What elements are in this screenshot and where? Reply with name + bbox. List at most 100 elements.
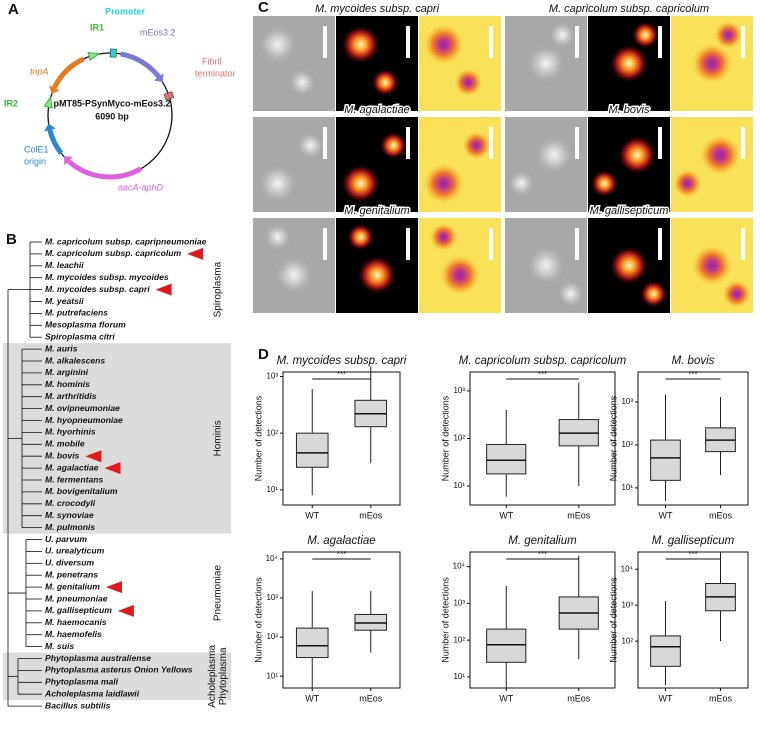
species-name: M. suis (45, 641, 74, 651)
voronoi-image-spot (722, 280, 751, 308)
species-name: Phytoplasma australiense (45, 653, 151, 663)
species-title: M. bovis (609, 104, 650, 116)
y-tick-label: 10¹ (266, 485, 278, 494)
gray-image-spot (257, 163, 298, 204)
y-tick-label: 10² (453, 434, 465, 443)
species-name: M. hyopneumoniae (45, 415, 123, 425)
species-name: U. urealyticum (45, 546, 105, 556)
gray-image-spot (296, 131, 325, 160)
ir1-mark (87, 51, 101, 62)
x-tick-label: mEos (567, 510, 591, 520)
plot-title: M. gallisepticum (652, 535, 735, 547)
box (650, 439, 681, 481)
y-axis-label: Number of detections (608, 395, 618, 481)
species-name: M. mobile (45, 439, 85, 449)
ir2-mark (43, 95, 53, 109)
plot-title: M. bovis (672, 355, 715, 367)
localization-image-spot (631, 21, 660, 49)
y-axis-label: Number of detections (253, 395, 263, 481)
plasmid-name: pMT85-PSynMyco-mEos3.2 (53, 98, 170, 108)
terminator-mark (163, 91, 175, 101)
plot-frame (637, 551, 749, 689)
scale-bar (489, 26, 493, 58)
scale-bar (658, 127, 662, 159)
species-title: M. agalactiae (344, 104, 409, 116)
species-name: M. crocodyli (45, 498, 96, 508)
panel-label: A (8, 1, 19, 18)
voronoi-image-spot (673, 169, 702, 198)
scale-bar (323, 26, 327, 58)
highlight-arrow (104, 462, 121, 475)
highlight-arrow (117, 604, 134, 617)
ir1-label: IR1 (90, 22, 104, 32)
scale-bar (323, 228, 327, 260)
species-name: M. synoviae (45, 510, 94, 520)
scale-bar (575, 26, 579, 58)
terminator-label: terminator (195, 68, 236, 78)
species-name: M. gallisepticum (45, 605, 112, 615)
localization-image-spot (609, 245, 649, 286)
significance-label: *** (538, 370, 547, 379)
highlight-arrow (105, 581, 122, 594)
x-tick-label: mEos (359, 510, 383, 520)
origin-arrow-head (44, 123, 56, 132)
species-name: M. alkalescens (45, 355, 105, 365)
y-tick-label: 10⁴ (621, 564, 634, 573)
plot-frame (469, 551, 616, 689)
localization-image-spot (639, 280, 668, 308)
species-name: M. capricolum subsp. capripneumoniae (45, 236, 207, 246)
localization-image-spot (609, 43, 649, 84)
voronoi-image-spot (700, 135, 741, 175)
species-name: M. capricolum subsp. capricolum (45, 248, 181, 258)
gray-image-spot (526, 43, 566, 84)
y-tick-label: 10⁴ (453, 562, 466, 571)
box (486, 628, 527, 663)
clade-label: Hominis (213, 420, 224, 456)
origin-label: ColE1 (24, 144, 49, 154)
clade-label: Phytoplasma (218, 647, 229, 705)
species-title: M. gallisepticum (590, 205, 669, 217)
species-title: M. genitalium (344, 205, 409, 217)
voronoi-image-spot (692, 43, 732, 84)
clade-label: Pneumoniae (213, 565, 224, 622)
gray-image-spot (263, 223, 292, 251)
box (486, 443, 527, 475)
highlight-arrow (85, 450, 102, 463)
species-name: M. arthritidis (45, 391, 97, 401)
origin-label: origin (24, 156, 46, 166)
significance-label: *** (337, 550, 346, 559)
localization-image-spot (340, 163, 381, 204)
y-tick-label: 10² (621, 636, 633, 645)
scale-bar (658, 26, 662, 58)
species-name: M. yeatsii (45, 296, 84, 306)
y-tick-label: 10³ (621, 397, 633, 406)
scale-bar (406, 127, 410, 159)
y-axis-label: Number of detections (440, 395, 450, 481)
scale-bar (489, 228, 493, 260)
significance-label: *** (688, 370, 697, 379)
species-name: M. bovis (45, 450, 80, 460)
voronoi-image-spot (440, 255, 480, 295)
plot-frame (282, 371, 401, 506)
x-tick-label: mEos (709, 693, 733, 703)
y-tick-label: 10³ (453, 599, 465, 608)
reporter-arrow-head (154, 73, 164, 83)
plot-title: M. agalactiae (307, 535, 375, 547)
scale-bar (323, 127, 327, 159)
species-name: M. pneumoniae (45, 593, 108, 603)
voronoi-image-spot (423, 163, 464, 204)
highlight-arrow (187, 247, 204, 260)
terminator-label: Fibril (202, 56, 222, 66)
scale-bar (741, 228, 745, 260)
species-name: M. putrefaciens (45, 308, 108, 318)
y-tick-label: 10¹ (453, 481, 465, 490)
y-tick-label: 10⁴ (266, 554, 279, 563)
species-name: Acholeplasma laidlawii (44, 688, 140, 698)
box (650, 635, 681, 667)
gray-image-spot (534, 135, 575, 175)
promoter-label: Promoter (105, 6, 146, 16)
y-tick-label: 10² (621, 440, 633, 449)
voronoi-image-spot (462, 131, 491, 160)
x-tick-label: WT (499, 510, 513, 520)
